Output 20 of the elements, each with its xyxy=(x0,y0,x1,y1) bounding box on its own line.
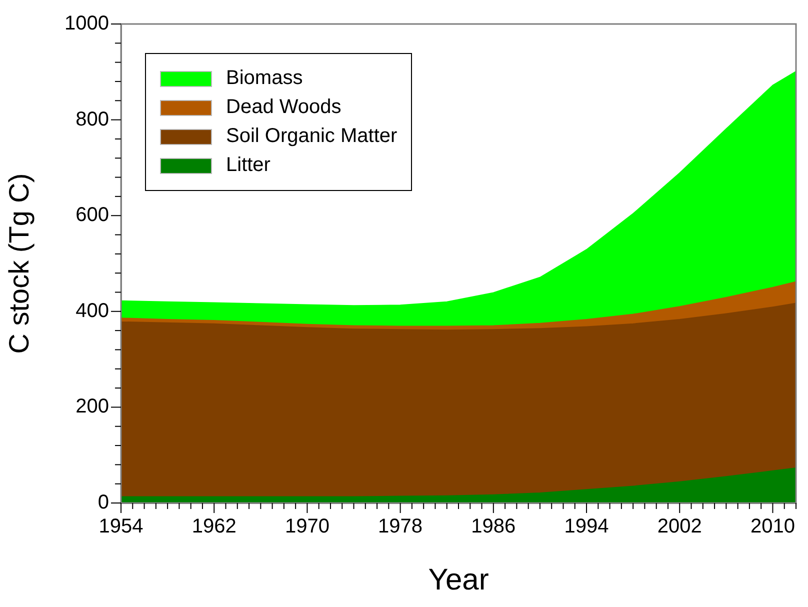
legend-label: Dead Woods xyxy=(226,96,342,119)
x-tick-label: 2010 xyxy=(750,516,795,538)
y-tick-label: 1000 xyxy=(64,12,109,35)
y-axis-title: C stock (Tg C) xyxy=(4,173,35,354)
y-tick-label: 0 xyxy=(98,492,109,514)
y-tick-label: 600 xyxy=(76,204,109,226)
x-axis-title: Year xyxy=(428,563,489,596)
legend-label: Soil Organic Matter xyxy=(226,125,398,148)
y-tick-label: 400 xyxy=(76,300,109,322)
x-tick-label: 1978 xyxy=(378,516,423,538)
x-tick-label: 1954 xyxy=(98,516,144,538)
x-tick-label: 1970 xyxy=(284,516,330,538)
y-tick-label: 800 xyxy=(76,108,109,130)
x-tick-label: 2002 xyxy=(657,516,702,538)
x-tick-label: 1994 xyxy=(564,516,609,538)
y-tick-label: 200 xyxy=(76,396,109,418)
x-tick-label: 1986 xyxy=(471,516,516,538)
legend-label: Litter xyxy=(226,154,270,177)
legend-label: Biomass xyxy=(226,67,303,90)
x-tick-label: 1962 xyxy=(192,516,236,538)
